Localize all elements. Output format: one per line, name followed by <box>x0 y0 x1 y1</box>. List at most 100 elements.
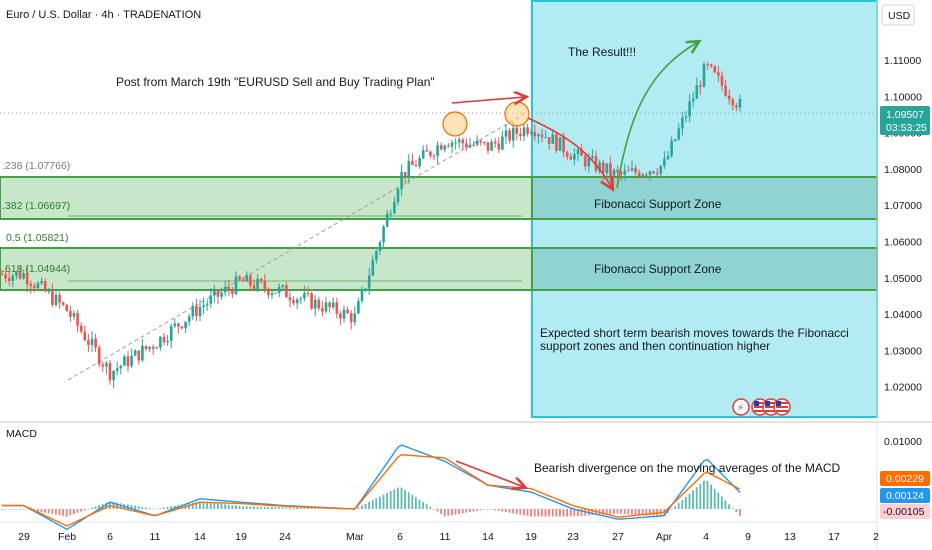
candle-body <box>727 95 731 100</box>
macd-hist-bar <box>487 509 489 510</box>
candle-body <box>684 116 688 118</box>
macd-hist-bar <box>739 509 741 517</box>
macd-hist-bar <box>721 496 723 509</box>
candle-body <box>393 201 396 214</box>
macd-hist-bar <box>235 505 237 509</box>
price-axis[interactable]: 1.110001.100001.090001.080001.070001.060… <box>884 55 922 394</box>
candle-body <box>151 346 155 349</box>
candle-body <box>555 134 558 151</box>
higher-high-arrow <box>451 97 525 103</box>
candle-body <box>321 308 324 312</box>
candle-body <box>627 170 630 172</box>
macd-hist-bar <box>397 487 399 509</box>
macd-hist-bar <box>620 509 622 514</box>
macd-hist-bar <box>425 504 428 509</box>
macd-hist-bar <box>469 509 471 513</box>
macd-hist-bar <box>130 505 133 509</box>
macd-tick-label: 0.01000 <box>884 436 922 448</box>
macd-hist-bar <box>213 503 216 509</box>
candle-body <box>346 309 349 314</box>
macd-hist-bar <box>58 509 61 516</box>
macd-label[interactable]: MACD <box>6 428 37 440</box>
candle-body <box>637 172 641 177</box>
macd-hist-bar <box>389 491 392 509</box>
macd-hist-bar <box>206 502 208 509</box>
candle-body <box>443 145 447 150</box>
symbol-title[interactable]: Euro / U.S. Dollar · 4h · TRADENATION <box>6 9 201 21</box>
candle-body <box>105 363 108 367</box>
price-tick-label: 1.11000 <box>884 55 921 67</box>
macd-hist-bar <box>476 509 478 511</box>
candle-body <box>324 302 328 312</box>
candle-body <box>25 273 29 285</box>
macd-hist-bar <box>69 509 72 516</box>
candle-body <box>371 259 375 276</box>
macd-hist-bar <box>649 509 651 516</box>
time-axis[interactable]: 29 Feb 6 11 14 19 24 Mar 6 11 14 19 23 27 Apr 4 9 13 17 2 <box>18 531 879 543</box>
candle-body <box>382 226 385 243</box>
currency-button[interactable] <box>881 4 915 26</box>
candle-body <box>717 72 720 76</box>
macd-hist-bar <box>627 509 630 515</box>
candle-body <box>713 66 717 73</box>
candle-body <box>457 139 461 143</box>
macd-hist-bar <box>645 509 648 516</box>
candle-body <box>418 158 421 167</box>
macd-axis[interactable]: 0.01000 <box>884 436 922 448</box>
candle-body <box>177 323 180 327</box>
candle-body <box>223 287 227 293</box>
macd-hist-bar <box>8 509 10 510</box>
candle-body <box>573 154 576 160</box>
macd-hist-bar <box>551 509 554 517</box>
candle-body <box>256 278 259 290</box>
event-flags[interactable]: ⚡ <box>732 398 791 416</box>
candle-body <box>87 340 90 345</box>
candle-body <box>558 137 562 151</box>
macd-hist-bar <box>271 507 273 509</box>
time-tick-label: 4 <box>703 531 709 543</box>
candle-body <box>439 145 443 150</box>
macd-hist-bar <box>613 509 615 514</box>
candle-body <box>479 140 483 143</box>
macd-hist-bar <box>695 487 698 509</box>
candle-body <box>681 117 684 129</box>
candle-body <box>364 288 367 290</box>
fib-label-05: 0.5 (1.05821) <box>6 232 68 244</box>
macd-hist-bar <box>523 509 525 516</box>
macd-hist-bar <box>548 509 550 517</box>
macd-hist-bar <box>80 509 82 512</box>
fib-zone-upper <box>0 176 533 220</box>
candle-body <box>317 299 321 309</box>
candle-body <box>389 213 393 215</box>
macd-hist-bar <box>159 508 162 509</box>
candle-body <box>108 363 112 381</box>
macd-hist-value: -0.00105 <box>883 506 925 518</box>
candle-body <box>263 281 267 289</box>
candle-body <box>724 85 727 96</box>
macd-hist-bar <box>454 509 457 515</box>
candle-body <box>209 295 213 304</box>
macd-hist-bar <box>569 509 572 517</box>
time-tick-label: 9 <box>745 531 751 543</box>
time-tick-label: 11 <box>150 531 161 543</box>
macd-hist-bar <box>404 490 406 509</box>
time-tick-label: 2 <box>873 531 879 543</box>
macd-hist-bar <box>533 509 536 517</box>
lightning-icon[interactable] <box>732 398 750 416</box>
macd-hist-bar <box>253 506 255 509</box>
candle-body <box>238 276 241 280</box>
macd-hist-bar <box>501 509 504 512</box>
candle-body <box>339 313 342 319</box>
macd-hist-bar <box>285 507 288 509</box>
macd-hist-bar <box>418 499 421 509</box>
candle-body <box>342 309 346 319</box>
candle-body <box>403 172 407 178</box>
macd-hist-bar <box>209 502 212 509</box>
candle-body <box>252 285 256 290</box>
macd-hist-bar <box>357 507 360 509</box>
candle-body <box>94 338 97 348</box>
candle-body <box>616 169 619 173</box>
macd-hist-bar <box>307 507 309 509</box>
result-label: The Result!!! <box>568 45 636 59</box>
